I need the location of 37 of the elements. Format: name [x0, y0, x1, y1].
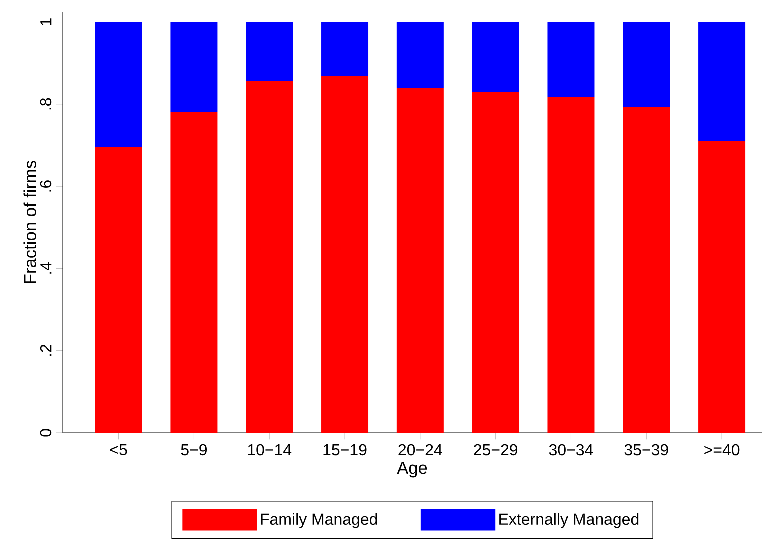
y-tick-label: .2: [40, 344, 52, 356]
legend-label: Family Managed: [261, 513, 378, 528]
bar: [95, 147, 142, 433]
bar: [472, 22, 520, 92]
x-axis-title: Age: [397, 462, 428, 478]
x-tick-label: 30−34: [549, 444, 594, 456]
bar: [472, 92, 520, 433]
x-tick-label: 25−29: [474, 444, 518, 456]
y-tick-label: .6: [40, 180, 52, 192]
bar: [396, 22, 444, 88]
bar: [170, 112, 218, 433]
bar: [322, 76, 369, 433]
x-tick-label: 35−39: [624, 444, 668, 456]
bar: [698, 22, 746, 142]
y-tick-label: 1: [40, 18, 52, 26]
x-tick-label: >=40: [704, 444, 740, 456]
x-tick-label: 20−24: [398, 444, 442, 456]
bar: [548, 97, 595, 433]
bar: [246, 81, 294, 433]
legend-label: Externally Managed: [500, 513, 639, 528]
bar: [548, 22, 595, 98]
x-tick-label: 15−19: [324, 444, 367, 456]
y-tick-label: .4: [40, 262, 52, 274]
bar: [698, 141, 746, 433]
bar: [170, 22, 218, 112]
bar: [95, 22, 142, 148]
bar: [396, 88, 444, 433]
x-tick-label: 5−9: [181, 444, 208, 456]
x-tick-label: 10−14: [248, 444, 292, 456]
y-axis-title: Fraction of firms: [24, 161, 36, 284]
bar: [623, 107, 670, 433]
bar: [246, 22, 294, 82]
y-tick-label: 0: [40, 429, 52, 437]
bar: [623, 22, 670, 108]
bar: [322, 22, 369, 76]
y-tick-label: .8: [40, 98, 52, 110]
x-tick-label: <5: [110, 444, 128, 456]
